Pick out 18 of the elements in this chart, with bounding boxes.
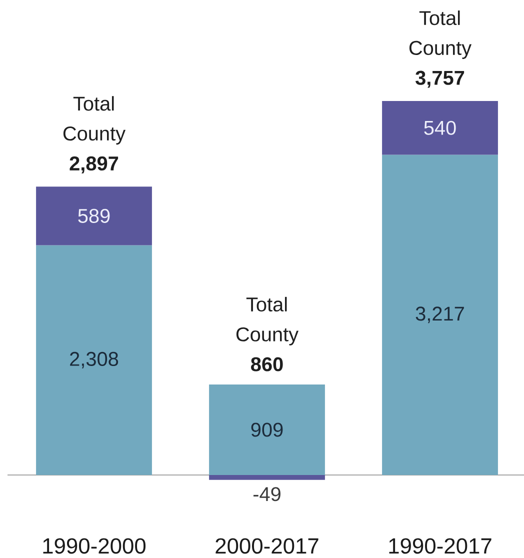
- bar: [209, 384, 325, 475]
- bar: [382, 154, 498, 475]
- x-tick-label: 1990-2000: [43, 538, 146, 554]
- data-label: 2,308: [70, 352, 118, 368]
- data-label: 540: [424, 120, 456, 135]
- total-label: Total County 860: [236, 296, 299, 372]
- data-label: -49: [253, 487, 280, 502]
- total-label: Total County 3,757: [409, 10, 472, 88]
- bar: [36, 245, 152, 475]
- bar: [209, 475, 325, 480]
- data-label: 3,217: [416, 306, 464, 324]
- x-tick-label: 1990-2017: [389, 538, 492, 554]
- total-label: Total County 2,897: [63, 96, 126, 174]
- data-label: 589: [78, 208, 110, 223]
- bar: [36, 186, 152, 246]
- x-tick-label: 2000-2017: [216, 538, 318, 554]
- data-label: 909: [251, 422, 283, 437]
- bar: [382, 100, 498, 155]
